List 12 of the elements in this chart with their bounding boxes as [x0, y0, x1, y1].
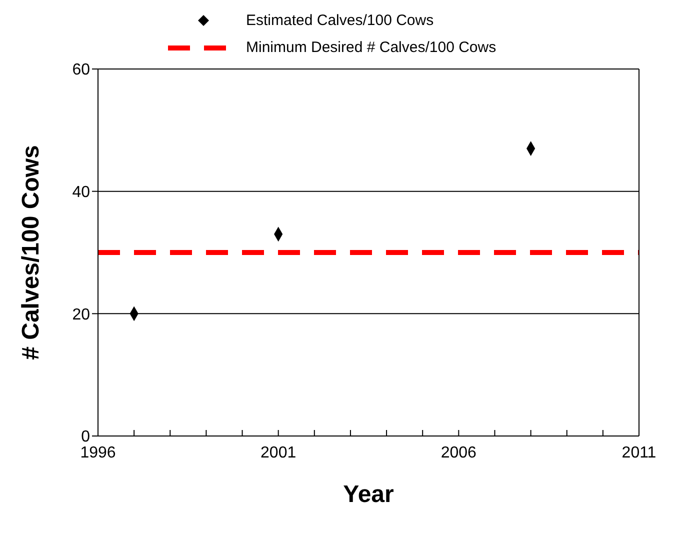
y-tick-label: 20 [72, 306, 90, 324]
legend-label: Minimum Desired # Calves/100 Cows [246, 39, 496, 56]
text: Estimated Calves/100 Cows [246, 12, 434, 29]
x-tick-label: 1996 [80, 444, 116, 462]
x-tick-label: 2011 [622, 444, 656, 462]
y-tick-label: 60 [72, 62, 90, 79]
y-tick-label: 40 [72, 184, 90, 202]
x-tick-label: 2001 [260, 444, 296, 462]
y-axis-title: # Calves/100 Cows [18, 145, 45, 360]
y-tick-label: 0 [81, 428, 90, 446]
x-axis-title: Year [343, 481, 394, 508]
x-tick-label: 2006 [440, 444, 477, 462]
